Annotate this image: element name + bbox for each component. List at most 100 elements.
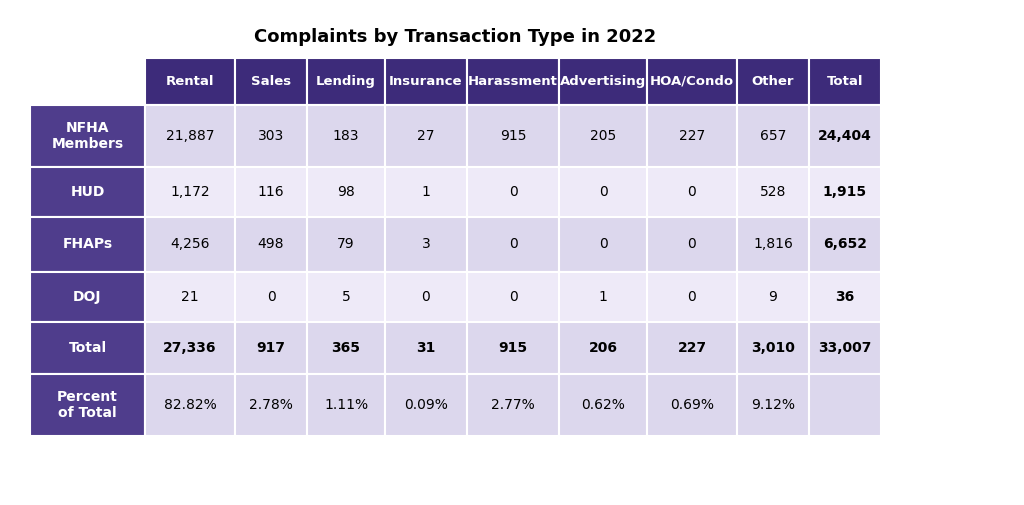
Text: 5: 5 [342, 290, 350, 304]
Bar [234, 374, 307, 436]
Text: 528: 528 [760, 185, 786, 199]
Text: 0: 0 [688, 185, 696, 199]
Text: 1,915: 1,915 [823, 185, 867, 199]
Text: 206: 206 [589, 341, 617, 355]
Bar [145, 58, 234, 105]
Text: 205: 205 [590, 129, 616, 143]
Text: 1,172: 1,172 [170, 185, 210, 199]
Text: Total: Total [826, 75, 863, 88]
Bar [145, 322, 234, 374]
Text: 0: 0 [422, 290, 430, 304]
Text: 4,256: 4,256 [170, 237, 210, 251]
Text: 227: 227 [678, 341, 707, 355]
Bar [234, 217, 307, 272]
Bar [737, 374, 809, 436]
Bar [307, 217, 385, 272]
Text: 2.77%: 2.77% [492, 398, 535, 412]
Bar [234, 167, 307, 217]
Text: 0: 0 [599, 237, 607, 251]
Bar [145, 105, 234, 167]
Text: Lending: Lending [316, 75, 376, 88]
Text: 657: 657 [760, 129, 786, 143]
Bar [737, 322, 809, 374]
Bar [809, 58, 881, 105]
Bar [809, 217, 881, 272]
Bar [737, 272, 809, 322]
Text: 2.78%: 2.78% [249, 398, 293, 412]
Bar [559, 374, 647, 436]
Bar [385, 272, 467, 322]
Bar [647, 217, 737, 272]
Bar [234, 58, 307, 105]
Text: DOJ: DOJ [74, 290, 101, 304]
Bar [467, 58, 559, 105]
Bar [307, 105, 385, 167]
Bar [30, 374, 145, 436]
Text: 498: 498 [258, 237, 285, 251]
Text: Rental: Rental [166, 75, 214, 88]
Bar [234, 272, 307, 322]
Text: 0: 0 [599, 185, 607, 199]
Bar [809, 322, 881, 374]
Text: 3,010: 3,010 [751, 341, 795, 355]
Bar [737, 105, 809, 167]
Text: 21: 21 [181, 290, 199, 304]
Bar [647, 58, 737, 105]
Bar [30, 167, 145, 217]
Text: 0: 0 [509, 237, 517, 251]
Text: 0.69%: 0.69% [670, 398, 714, 412]
Bar [145, 374, 234, 436]
Text: 27,336: 27,336 [163, 341, 217, 355]
Text: 9: 9 [769, 290, 777, 304]
Text: 365: 365 [332, 341, 360, 355]
Bar [145, 217, 234, 272]
Text: 1: 1 [599, 290, 607, 304]
Text: 24,404: 24,404 [818, 129, 872, 143]
Bar [30, 217, 145, 272]
Bar [385, 58, 467, 105]
Bar [559, 217, 647, 272]
Text: 98: 98 [337, 185, 355, 199]
Bar [385, 217, 467, 272]
Bar [647, 374, 737, 436]
Bar [737, 167, 809, 217]
Bar [385, 167, 467, 217]
Text: 1,816: 1,816 [753, 237, 793, 251]
Bar [737, 217, 809, 272]
Text: Insurance: Insurance [389, 75, 463, 88]
Text: Harassment: Harassment [468, 75, 558, 88]
Bar [234, 322, 307, 374]
Bar [385, 322, 467, 374]
Bar [467, 217, 559, 272]
Bar [30, 322, 145, 374]
Bar [307, 167, 385, 217]
Bar [385, 105, 467, 167]
Bar [234, 105, 307, 167]
Bar [30, 58, 145, 105]
Bar [647, 105, 737, 167]
Bar [647, 322, 737, 374]
Bar [145, 272, 234, 322]
Text: 27: 27 [417, 129, 435, 143]
Bar [809, 105, 881, 167]
Text: 0: 0 [688, 290, 696, 304]
Text: 1.11%: 1.11% [324, 398, 368, 412]
Text: Other: Other [752, 75, 795, 88]
Text: 21,887: 21,887 [166, 129, 214, 143]
Text: 33,007: 33,007 [818, 341, 871, 355]
Bar [559, 322, 647, 374]
Text: 0.09%: 0.09% [404, 398, 447, 412]
Bar [809, 374, 881, 436]
Bar [307, 58, 385, 105]
Text: 915: 915 [499, 341, 527, 355]
Bar [467, 272, 559, 322]
Text: 227: 227 [679, 129, 706, 143]
Bar [467, 105, 559, 167]
Bar [647, 167, 737, 217]
Bar [307, 374, 385, 436]
Text: 36: 36 [836, 290, 855, 304]
Text: 0: 0 [266, 290, 275, 304]
Bar [307, 272, 385, 322]
Bar [145, 167, 234, 217]
Bar [647, 272, 737, 322]
